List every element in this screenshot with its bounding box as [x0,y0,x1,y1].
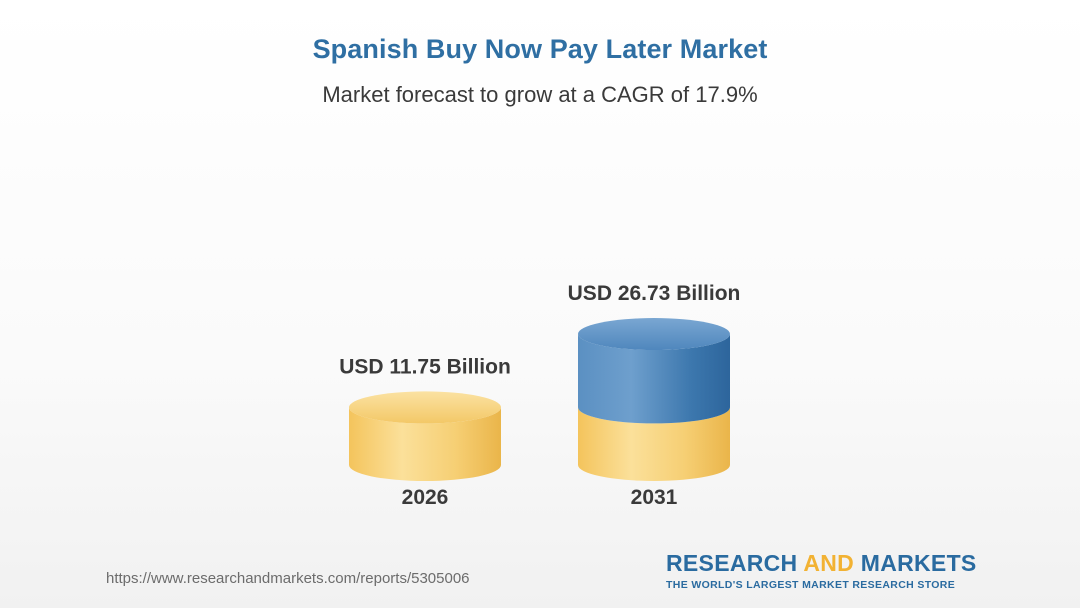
chart-title: Spanish Buy Now Pay Later Market [312,34,768,64]
category-label-2026: 2026 [402,486,449,509]
cylinder-body-base [349,407,501,481]
cylinder-body-base [578,407,730,481]
logo-wordmark: RESEARCH AND MARKETS [666,550,976,577]
source-url[interactable]: https://www.researchandmarkets.com/repor… [106,570,470,587]
value-label-2031: USD 26.73 Billion [568,282,741,305]
logo-word-and: AND [803,550,855,576]
chart-subtitle: Market forecast to grow at a CAGR of 17.… [322,82,758,107]
research-and-markets-logo: RESEARCH AND MARKETS THE WORLD'S LARGEST… [666,550,976,591]
category-label-2031: 2031 [631,486,678,509]
logo-word-markets: MARKETS [854,550,977,576]
cylinder-body-growth [578,334,730,424]
cylinder-bar-2031: USD 26.73 Billion 2031 [568,282,741,509]
cylinder-bar-2026: USD 11.75 Billion 2026 [339,355,511,509]
cylinder-top [578,318,730,351]
cylinder-top [349,391,501,424]
logo-tagline: THE WORLD'S LARGEST MARKET RESEARCH STOR… [666,579,956,591]
value-label-2026: USD 11.75 Billion [339,355,511,378]
logo-word-research: RESEARCH [666,550,804,576]
